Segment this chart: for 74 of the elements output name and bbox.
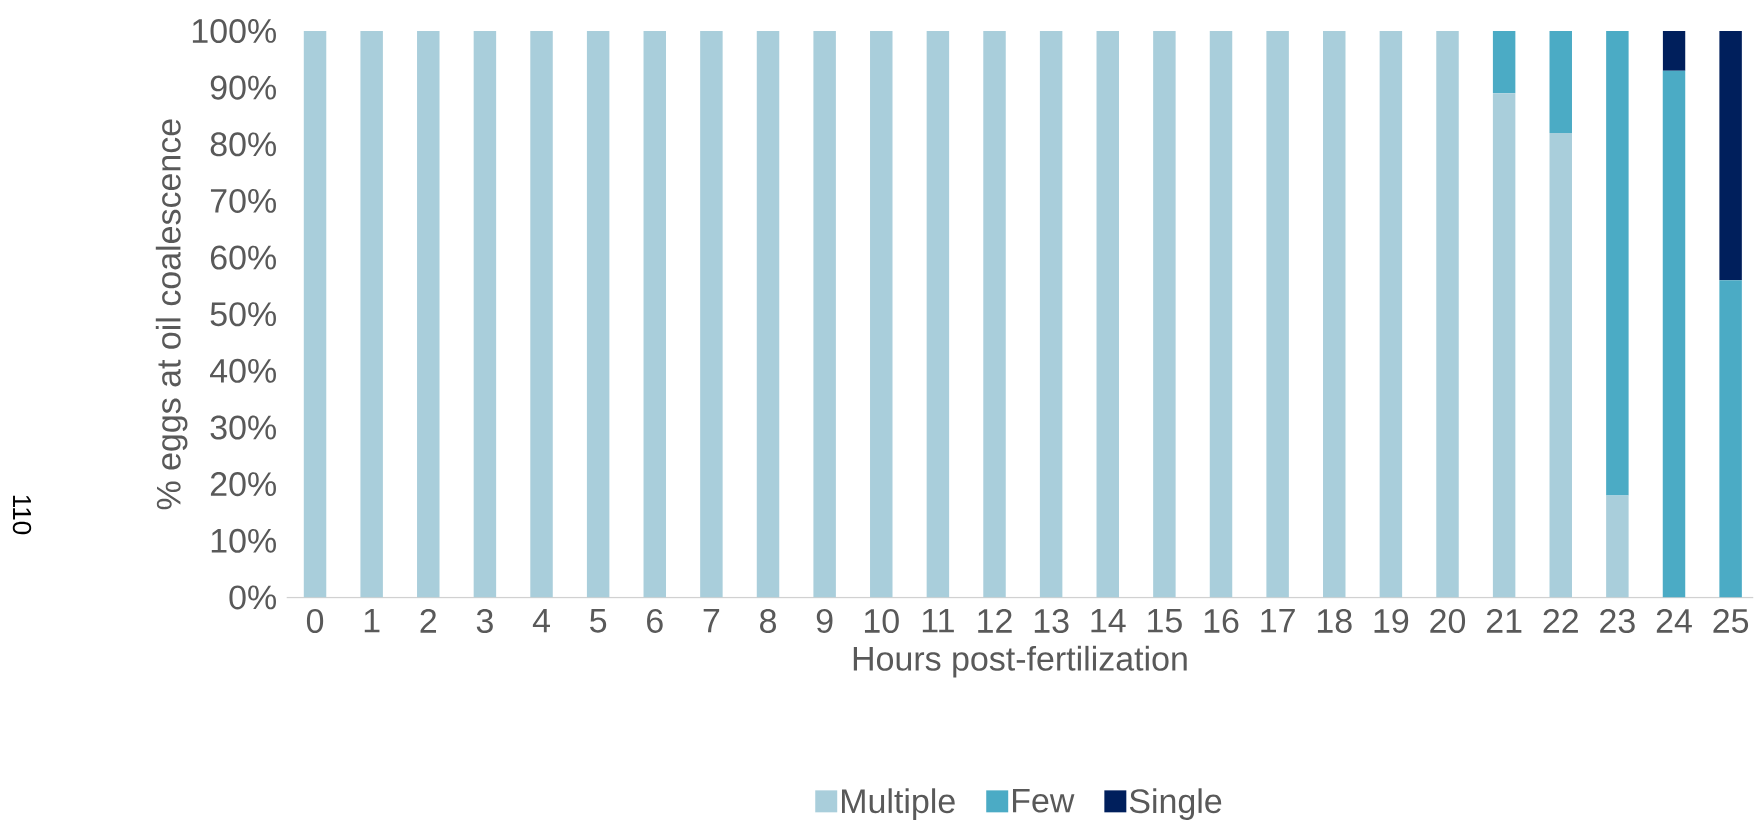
bar bbox=[1662, 70, 1686, 598]
x-tick-label: 13 bbox=[1034, 608, 1069, 633]
text: 110 bbox=[12, 495, 32, 535]
x-tick-label: 23 bbox=[1600, 608, 1635, 633]
y-tick-label: 100% bbox=[192, 18, 276, 43]
bar bbox=[983, 30, 1006, 598]
x-tick-label: 22 bbox=[1543, 608, 1578, 633]
x-tick-label: 7 bbox=[703, 608, 720, 633]
x-axis-title: Hours post-fertilization bbox=[853, 645, 1187, 678]
y-tick-label: 90% bbox=[210, 75, 276, 100]
bar bbox=[1436, 30, 1459, 598]
y-tick-label: 50% bbox=[210, 302, 276, 327]
legend-label: Single bbox=[1129, 788, 1222, 820]
x-tick-label: 25 bbox=[1713, 608, 1749, 633]
y-tick-label: 80% bbox=[210, 132, 276, 157]
bar bbox=[303, 30, 327, 598]
bar bbox=[417, 30, 440, 598]
x-tick-label: 0 bbox=[306, 608, 324, 633]
x-tick-label: 4 bbox=[532, 608, 550, 633]
y-tick-label: 60% bbox=[210, 245, 276, 270]
x-tick-label: 2 bbox=[420, 608, 437, 633]
bar bbox=[1153, 30, 1176, 598]
legend-label: Few bbox=[1013, 788, 1075, 813]
y-tick-label: 40% bbox=[210, 358, 276, 383]
bar bbox=[473, 30, 497, 598]
y-tick-label: 0% bbox=[229, 585, 276, 610]
x-tick-label: 21 bbox=[1486, 608, 1522, 633]
x-tick-label: 24 bbox=[1656, 608, 1692, 633]
y-axis-title: % eggs at oil coalescence bbox=[155, 119, 188, 510]
bar bbox=[1096, 30, 1119, 598]
x-tick-label: 1 bbox=[364, 608, 380, 633]
bar bbox=[586, 30, 610, 598]
x-tick-label: 3 bbox=[476, 608, 493, 633]
x-tick-label: 19 bbox=[1374, 608, 1409, 633]
x-tick-label: 15 bbox=[1148, 608, 1182, 633]
y-tick-label: 20% bbox=[210, 472, 276, 497]
bar bbox=[756, 30, 780, 598]
bar bbox=[1662, 30, 1686, 71]
bar bbox=[360, 30, 383, 598]
x-tick-label: 6 bbox=[647, 608, 663, 633]
bar bbox=[1719, 30, 1742, 281]
bar bbox=[643, 30, 667, 598]
x-tick-label: 8 bbox=[760, 608, 776, 633]
bar bbox=[1549, 30, 1572, 133]
legend-label: Multiple bbox=[842, 788, 955, 820]
bar bbox=[1549, 132, 1572, 598]
x-tick-label: 11 bbox=[922, 608, 954, 633]
bar bbox=[1209, 30, 1233, 598]
y-tick-label: 30% bbox=[210, 415, 276, 440]
bar bbox=[870, 30, 893, 598]
x-tick-label: 14 bbox=[1091, 608, 1126, 633]
x-tick-label: 12 bbox=[978, 608, 1012, 633]
x-tick-label: 17 bbox=[1261, 608, 1295, 633]
bar bbox=[1606, 30, 1629, 496]
x-tick-label: 5 bbox=[590, 608, 607, 633]
x-tick-label: 10 bbox=[864, 608, 899, 633]
bar bbox=[1266, 30, 1289, 598]
bar bbox=[1492, 93, 1516, 598]
bar bbox=[1379, 30, 1403, 598]
bar bbox=[1606, 495, 1629, 598]
x-tick-label: 9 bbox=[816, 608, 833, 633]
x-tick-label: 16 bbox=[1204, 608, 1239, 633]
bar bbox=[1719, 280, 1742, 598]
bar bbox=[813, 30, 836, 598]
y-tick-label: 70% bbox=[210, 188, 276, 213]
bar bbox=[530, 30, 553, 598]
y-tick-label: 10% bbox=[211, 528, 276, 553]
bar bbox=[1492, 30, 1516, 94]
bar bbox=[1323, 30, 1346, 598]
x-tick-label: 18 bbox=[1317, 608, 1352, 633]
x-tick-label: 20 bbox=[1430, 608, 1466, 633]
bar bbox=[926, 30, 950, 598]
bar bbox=[1039, 30, 1063, 598]
bar bbox=[700, 30, 723, 598]
